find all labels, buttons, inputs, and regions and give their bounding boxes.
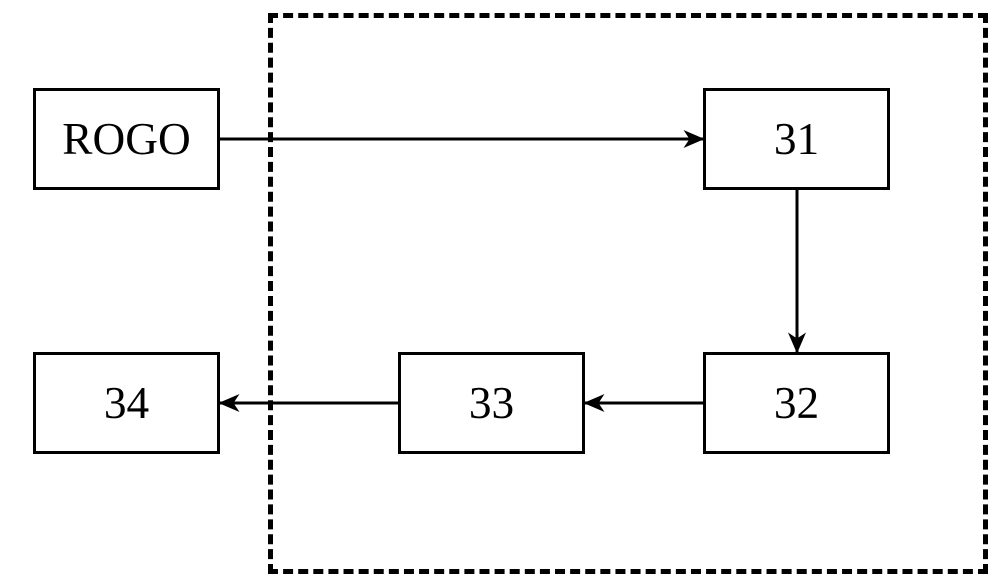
node-32-label: 32 [774, 377, 819, 429]
node-32: 32 [703, 352, 890, 454]
node-rogo: ROGO [33, 88, 220, 190]
node-34: 34 [33, 352, 220, 454]
node-31: 31 [703, 88, 890, 190]
node-34-label: 34 [104, 377, 149, 429]
node-rogo-label: ROGO [62, 113, 190, 165]
node-33: 33 [398, 352, 585, 454]
node-31-label: 31 [774, 113, 819, 165]
diagram-canvas: ROGO 31 32 33 34 [0, 0, 1000, 587]
node-33-label: 33 [469, 377, 514, 429]
